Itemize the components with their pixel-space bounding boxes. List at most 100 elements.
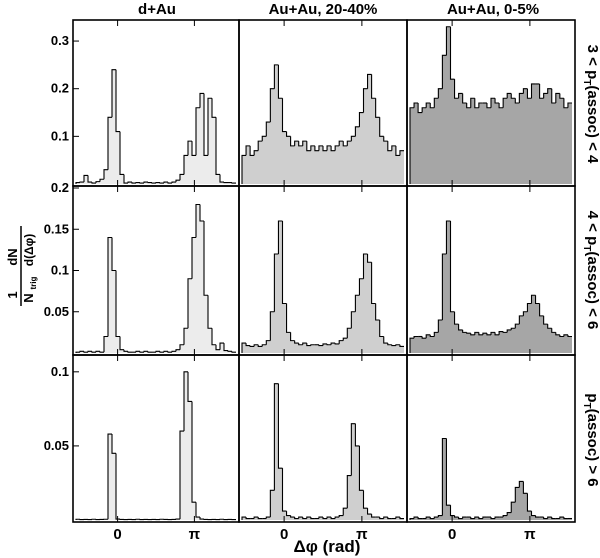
- histogram-bin: [115, 270, 120, 338]
- histogram-bin: [458, 92, 463, 99]
- histogram-bin: [474, 98, 479, 109]
- panel-r1-c3: [406, 19, 576, 187]
- histogram-bin: [314, 145, 319, 152]
- histogram-bin: [535, 295, 540, 305]
- histogram-bin: [265, 516, 271, 519]
- histogram-bin: [143, 350, 148, 353]
- histogram-bin: [445, 26, 451, 56]
- histogram-bin: [294, 340, 299, 344]
- histogram-bin: [273, 64, 279, 89]
- histogram-bin: [358, 445, 364, 491]
- histogram-bin: [111, 69, 116, 118]
- histogram-bin: [478, 332, 483, 336]
- histogram-bin: [522, 311, 528, 316]
- histogram-bin: [429, 103, 435, 109]
- histogram-bin: [175, 179, 180, 183]
- histogram-bin: [474, 516, 479, 519]
- histogram-bin: [87, 350, 92, 353]
- histogram-bin: [518, 92, 524, 103]
- histogram-bin: [257, 140, 263, 151]
- histogram-bin: [215, 117, 220, 176]
- histogram-bin: [318, 344, 323, 347]
- histogram-bin: [298, 141, 303, 147]
- histogram-bin: [334, 145, 340, 151]
- histogram-bin: [425, 516, 431, 519]
- histogram-bin: [318, 145, 323, 151]
- histogram-bin: [462, 329, 467, 333]
- histogram-bin: [375, 303, 380, 321]
- histogram-bin: [326, 516, 332, 519]
- histogram-bin: [99, 178, 104, 182]
- histogram-bin: [535, 515, 540, 518]
- histogram-bin: [454, 311, 459, 325]
- histogram-bin: [245, 343, 251, 347]
- histogram-bin: [498, 331, 504, 335]
- histogram-bin: [241, 516, 247, 520]
- histogram-bin: [367, 508, 372, 515]
- histogram-bin: [543, 315, 548, 325]
- histogram-bin: [95, 350, 100, 353]
- histogram-bin: [559, 93, 564, 99]
- histogram-bin: [257, 517, 263, 520]
- x-tick-label: 0: [448, 526, 456, 543]
- histogram-bin: [123, 174, 128, 184]
- histogram-bin: [387, 517, 392, 520]
- panel-r2-c1: 0.05 0.1 0.15 0.2: [44, 180, 240, 356]
- histogram-bin: [179, 173, 184, 181]
- x-axis-label: Δφ (rad): [294, 537, 361, 556]
- histogram-bin: [219, 174, 224, 183]
- histogram-bin: [441, 253, 447, 320]
- histogram-bin: [445, 220, 451, 254]
- histogram-bin: [286, 511, 291, 517]
- histogram-bin: [409, 517, 415, 520]
- histogram-bin: [530, 83, 536, 99]
- histogram-bin: [429, 517, 435, 520]
- histogram-bin: [346, 140, 352, 146]
- histogram-bin: [425, 102, 431, 108]
- histogram-bin: [322, 145, 328, 152]
- y-tick-label: 0.3: [51, 33, 69, 48]
- histogram-bin: [518, 480, 524, 488]
- histogram-bin: [269, 489, 275, 518]
- histogram-bin: [454, 515, 459, 518]
- histogram-bin: [437, 319, 443, 333]
- histogram-bin: [334, 343, 340, 345]
- histogram-bin: [494, 98, 500, 104]
- histogram-bin: [518, 315, 524, 325]
- histogram-bin: [286, 303, 291, 333]
- histogram-bin: [310, 344, 315, 346]
- panel-grid: 0.10.20.30.050.10.150.20 π0.050.10 π 0 π: [44, 19, 576, 543]
- histogram-bin: [362, 88, 368, 113]
- histogram-bin: [273, 383, 279, 491]
- histogram-bin: [195, 502, 200, 518]
- histogram-bin: [486, 103, 491, 109]
- histogram-fill: [410, 438, 572, 520]
- histogram-bin: [371, 262, 376, 305]
- histogram-bin: [350, 311, 356, 329]
- histogram-bin: [522, 88, 528, 94]
- histogram-bin: [227, 350, 232, 352]
- histogram-bin: [490, 97, 496, 108]
- histogram-bin: [183, 154, 188, 175]
- histogram-bin: [175, 349, 180, 352]
- histogram-bin: [350, 135, 356, 142]
- histogram-bin: [421, 336, 427, 339]
- histogram-bin: [302, 140, 307, 146]
- histogram-bin: [547, 516, 552, 519]
- histogram-bin: [342, 507, 348, 516]
- histogram-bin: [322, 517, 328, 520]
- histogram-bin: [119, 131, 124, 176]
- histogram-bin: [486, 333, 491, 336]
- histogram-bin: [367, 73, 372, 89]
- histogram-bin: [257, 344, 263, 347]
- histogram-bin: [494, 516, 500, 519]
- histogram-bin: [466, 103, 471, 109]
- histogram-bin: [506, 512, 512, 516]
- histogram-bin: [167, 182, 172, 184]
- y-tick-label: 0.15: [44, 221, 69, 236]
- histogram-bin: [338, 515, 344, 518]
- histogram-bin: [510, 501, 516, 513]
- histogram-bin: [502, 97, 508, 108]
